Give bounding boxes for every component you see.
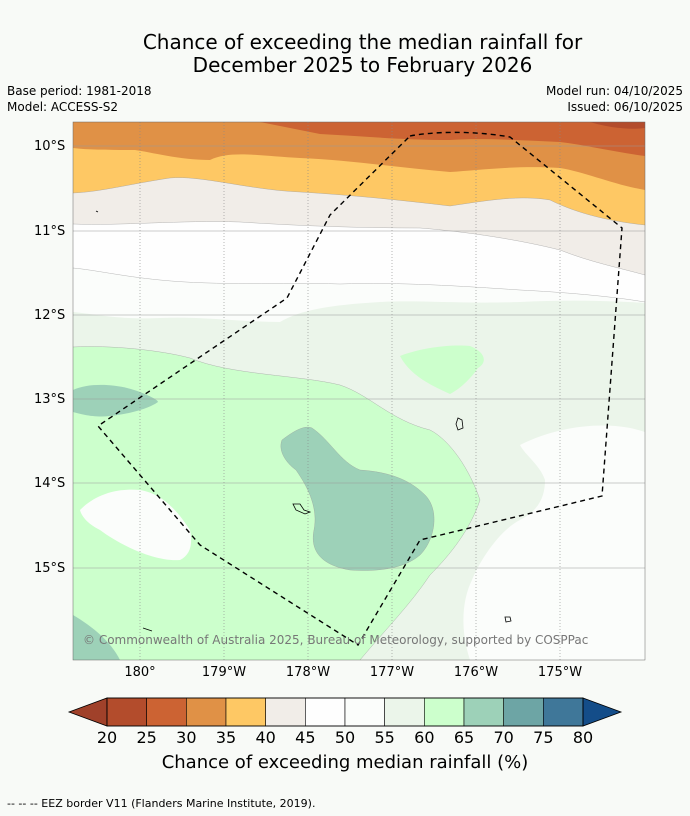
copyright-notice: © Commonwealth of Australia 2025, Bureau… [83, 633, 589, 647]
band-65-70-west [73, 384, 158, 417]
band-50-55-east [463, 425, 645, 660]
colorbar-tick-label: 25 [136, 728, 157, 747]
island-d [95, 210, 99, 213]
base-period: Base period: 1981-2018 [7, 84, 152, 98]
title-line-2: December 2025 to February 2026 [192, 53, 533, 77]
band-65-70 [280, 427, 435, 571]
eez-legend-note: -- -- -- EEZ border V11 (Flanders Marine… [7, 797, 316, 810]
colorbar-tick-label: 55 [374, 728, 395, 747]
lat-label: 14°S [34, 476, 66, 491]
colorbar-cell [146, 697, 187, 727]
colorbar-cell [384, 697, 425, 727]
colorbar-tick-label: 50 [334, 728, 356, 747]
lon-label: 179°W [201, 665, 247, 680]
band-20-25 [590, 122, 645, 129]
model-name: Model: ACCESS-S2 [7, 100, 119, 114]
band-25-30 [260, 122, 645, 156]
colorbar-tick-label: 35 [215, 728, 237, 747]
lon-label: 176°W [453, 665, 499, 680]
colorbar-cell [543, 697, 584, 727]
lon-label: 180° [124, 665, 156, 680]
colorbar-cell [424, 697, 465, 727]
chart-title: Chance of exceeding the median rainfall … [0, 31, 690, 77]
colorbar-tick-label: 60 [414, 728, 435, 747]
colorbar-cell [305, 697, 346, 727]
colorbar-tick-label: 45 [295, 728, 316, 747]
meta-right: Model run: 04/10/2025 Issued: 06/10/2025 [546, 83, 683, 115]
island-a [455, 417, 464, 431]
eez-border [96, 131, 623, 646]
colorbar-cell [503, 697, 544, 727]
colorbar-frame [106, 697, 584, 727]
colorbar-cell [265, 697, 306, 727]
lat-label: 13°S [34, 392, 66, 407]
colorbar-tick-label: 20 [96, 728, 118, 747]
lat-gridlines [73, 145, 645, 569]
colorbar-tick-label: 40 [255, 728, 276, 747]
contour-lines [73, 177, 645, 660]
colorbar-cell [225, 697, 266, 727]
lon-label: 175°W [537, 665, 583, 680]
lat-label: 15°S [34, 561, 66, 576]
colorbar-low-arrow [67, 697, 108, 727]
island-c [504, 616, 512, 623]
colorbar-tick-label: 70 [493, 728, 514, 747]
map-frame [72, 121, 646, 661]
band-50-55-west [80, 489, 192, 561]
lon-label: 177°W [369, 665, 415, 680]
rainfall-map [73, 122, 645, 660]
colorbar-tick-label: 65 [453, 728, 475, 747]
colorbar-cell [463, 697, 504, 727]
lat-label: 10°S [34, 139, 66, 154]
colorbar [67, 697, 623, 727]
lat-label: 12°S [34, 308, 66, 323]
colorbar-cell [344, 697, 385, 727]
band-60-65-east [400, 345, 484, 394]
island-e [142, 627, 153, 632]
colorbar-cell [106, 697, 147, 727]
lon-label: 178°W [285, 665, 331, 680]
colorbar-tick-label: 30 [176, 728, 197, 747]
title-line-1: Chance of exceeding the median rainfall … [142, 30, 583, 54]
colorbar-high-arrow [582, 697, 623, 727]
colorbar-title: Chance of exceeding median rainfall (%) [161, 752, 529, 773]
islands [95, 210, 512, 632]
model-run: Model run: 04/10/2025 [545, 84, 683, 98]
band-65-70-southwest [73, 615, 120, 660]
colorbar-tick-label: 80 [572, 728, 594, 747]
island-b [292, 503, 312, 515]
meta-left: Base period: 1981-2018 Model: ACCESS-S2 [7, 83, 152, 115]
colorbar-tick-label: 75 [533, 728, 554, 747]
issued-date: Issued: 06/10/2025 [567, 100, 683, 114]
band-60-65 [73, 346, 480, 660]
lat-label: 11°S [34, 224, 66, 239]
colorbar-cell [186, 697, 227, 727]
band-60-65-southwest [73, 590, 220, 660]
